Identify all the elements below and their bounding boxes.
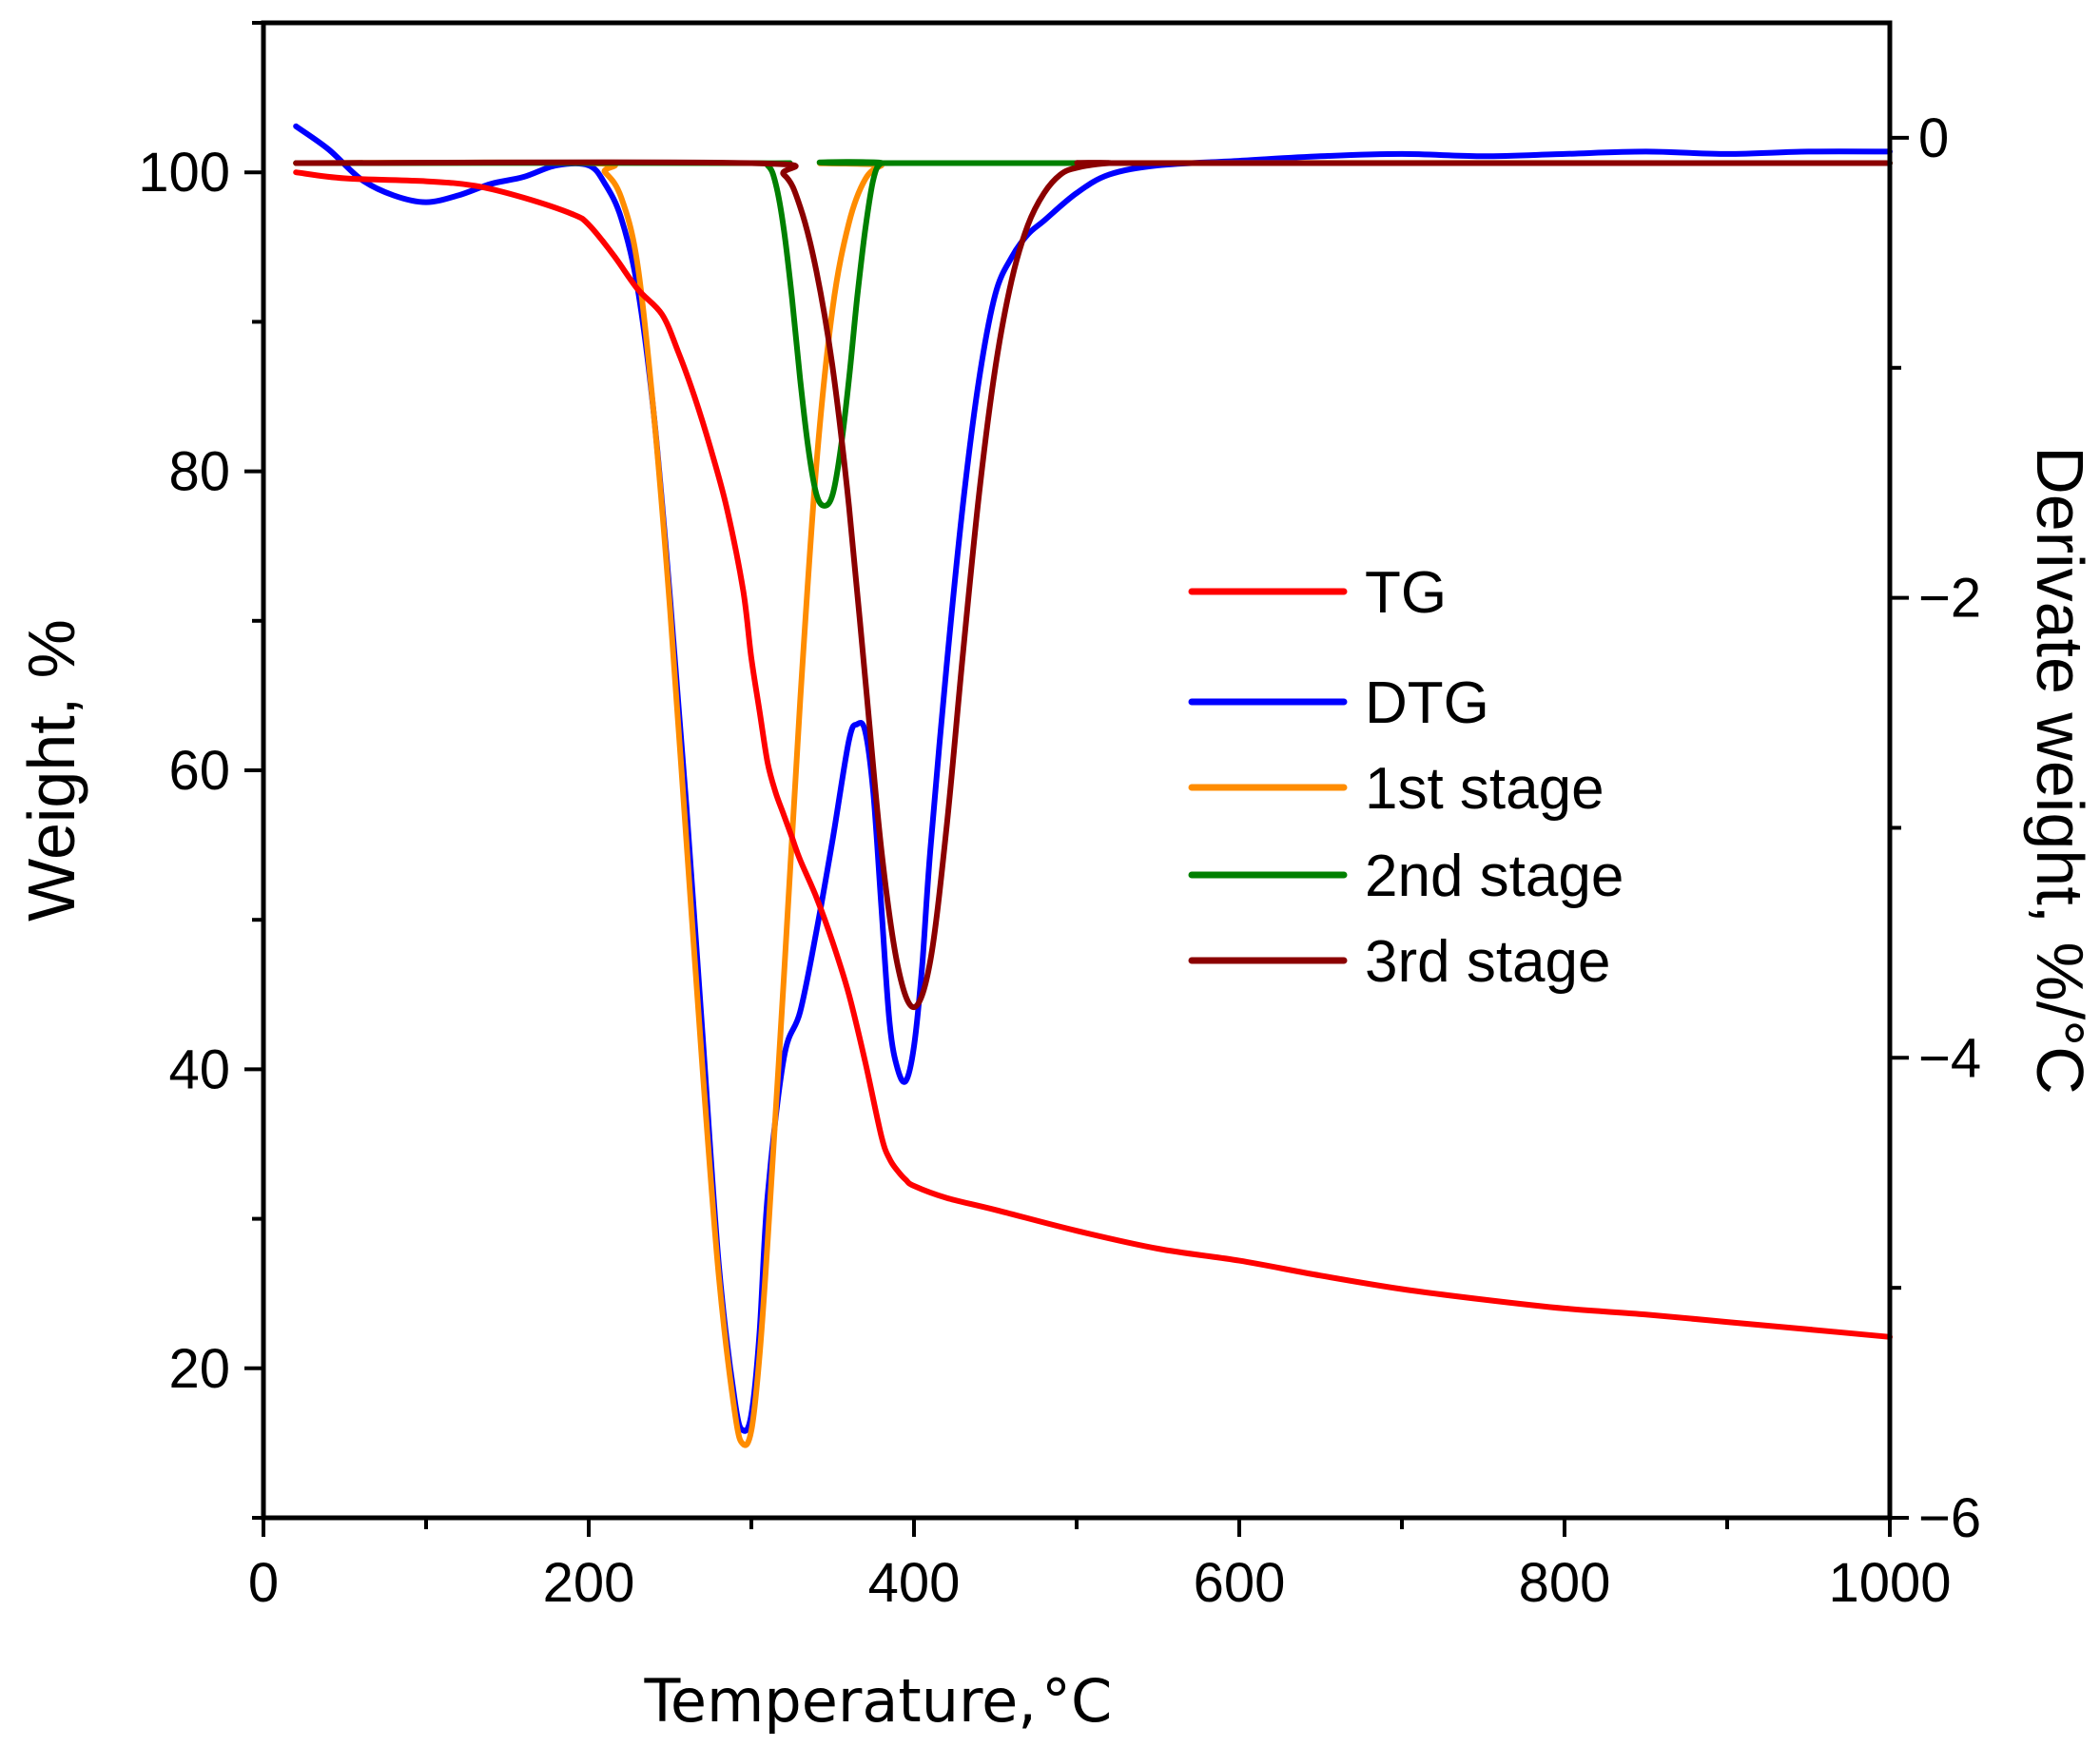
legend-label-2nd-stage: 2nd stage bbox=[1365, 844, 1624, 909]
axis-ticks bbox=[244, 21, 1909, 1537]
plot-frame bbox=[261, 20, 1893, 1521]
y-right-tick-label: −2 bbox=[1918, 568, 1981, 630]
series-line-3rd-stage bbox=[293, 159, 1893, 1011]
y-right-tick-label: −6 bbox=[1918, 1487, 1981, 1549]
x-tick-label: 600 bbox=[1194, 1552, 1286, 1614]
series-lines bbox=[293, 123, 1893, 1448]
y-right-axis-title: Derivate weight, %/°C bbox=[2023, 446, 2097, 1095]
series-line-2nd-stage bbox=[293, 159, 1893, 509]
legend-label-tg: TG bbox=[1365, 560, 1447, 626]
series-line-tg bbox=[293, 169, 1893, 1340]
y-right-tick-label: 0 bbox=[1918, 107, 1949, 169]
x-tick-label: 800 bbox=[1519, 1552, 1611, 1614]
y-left-tick-label: 80 bbox=[168, 441, 230, 503]
y-left-tick-label: 20 bbox=[168, 1338, 230, 1400]
legend-label-dtg: DTG bbox=[1365, 670, 1489, 736]
legend-label-3rd-stage: 3rd stage bbox=[1365, 929, 1611, 995]
legend-label-1st-stage: 1st stage bbox=[1365, 756, 1604, 822]
y-left-tick-label: 100 bbox=[138, 142, 230, 204]
x-tick-label: 0 bbox=[248, 1552, 279, 1614]
x-tick-label: 400 bbox=[868, 1552, 961, 1614]
x-tick-label: 1000 bbox=[1828, 1552, 1951, 1614]
series-line-dtg bbox=[293, 123, 1893, 1434]
x-tick-label: 200 bbox=[543, 1552, 635, 1614]
y-right-tick-label: −4 bbox=[1918, 1027, 1981, 1089]
x-axis-title: Temperature, bbox=[644, 1666, 1037, 1736]
y-left-tick-label: 60 bbox=[168, 740, 230, 802]
series-line-1st-stage bbox=[293, 159, 1893, 1448]
x-axis-unit: °C bbox=[1041, 1666, 1112, 1736]
y-left-tick-label: 40 bbox=[168, 1038, 230, 1100]
legend: TG DTG 1st stage 2nd stage 3rd stage bbox=[1188, 560, 1624, 995]
y-left-axis-title: Weight, % bbox=[14, 619, 88, 922]
